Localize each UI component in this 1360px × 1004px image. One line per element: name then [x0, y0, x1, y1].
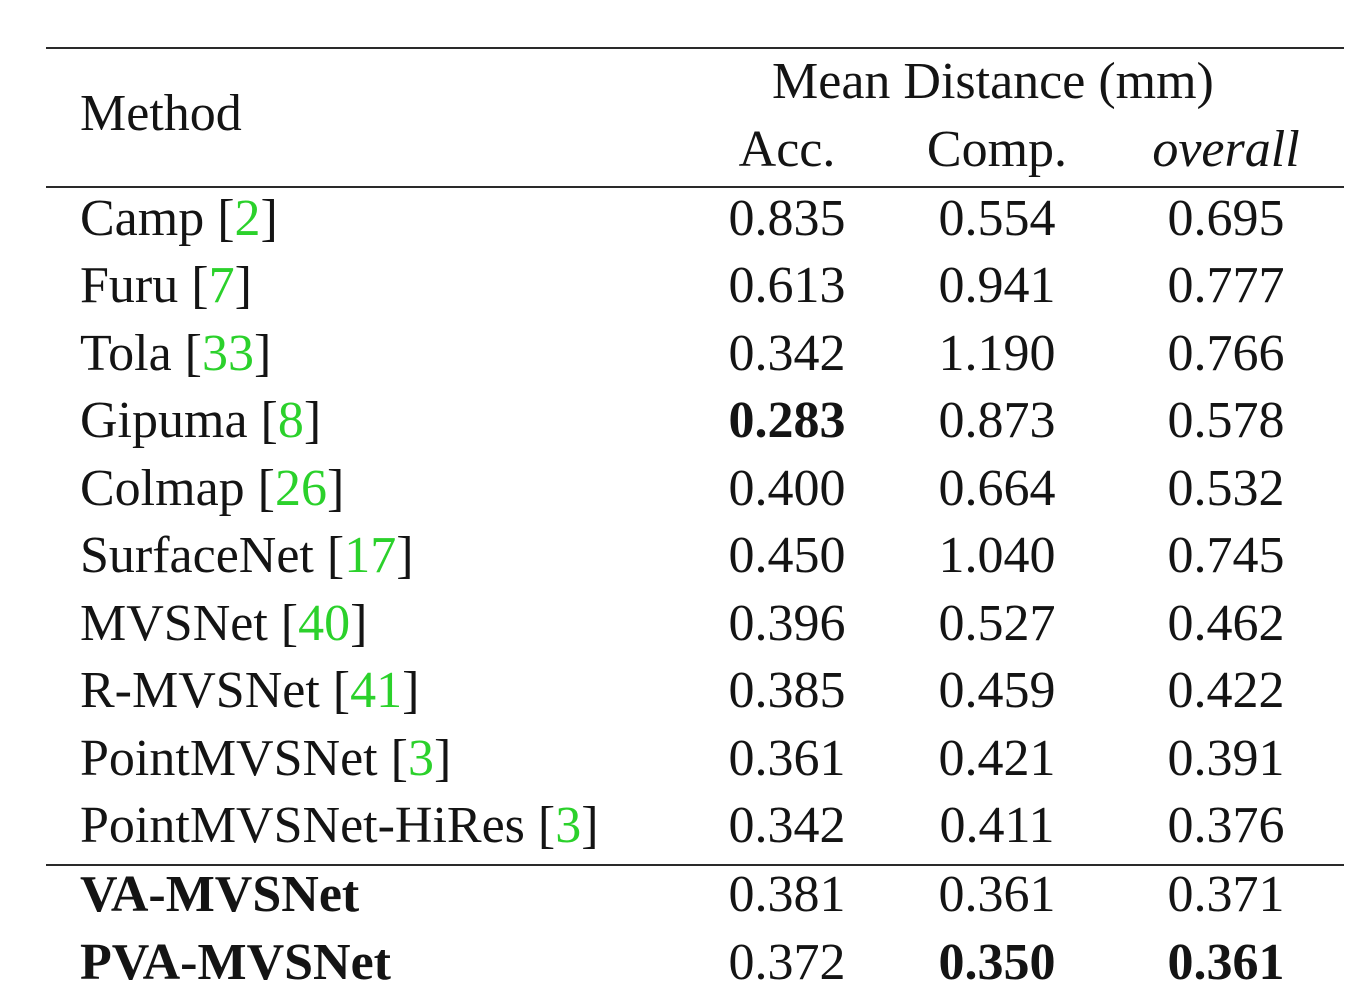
cell-comp: 0.459 [938, 662, 1056, 719]
cell-acc: 0.342 [728, 325, 846, 382]
row-method: PointMVSNet [3] [80, 730, 452, 787]
row-method: R-MVSNet [41] [80, 662, 420, 719]
citation-ref: 33 [202, 325, 254, 382]
row-method: MVSNet [40] [80, 595, 368, 652]
cell-comp-best: 0.350 [938, 934, 1056, 991]
row-method: Furu [7] [80, 257, 252, 314]
citation-ref: 40 [298, 595, 351, 652]
header-rule [46, 186, 1344, 188]
row-method-ours: PVA-MVSNet [80, 934, 391, 991]
cell-overall: 0.766 [1167, 325, 1285, 382]
cell-overall: 0.422 [1167, 662, 1285, 719]
cell-acc-best: 0.283 [728, 392, 846, 449]
cell-acc: 0.835 [728, 190, 846, 247]
cell-comp: 0.554 [938, 190, 1056, 247]
citation-ref: 3 [407, 730, 434, 787]
header-mean-distance: Mean Distance (mm) [772, 53, 1214, 110]
cell-overall: 0.391 [1167, 730, 1285, 787]
header-overall: overall [1152, 121, 1300, 178]
citation-ref: 3 [555, 797, 582, 854]
cell-acc: 0.396 [728, 595, 846, 652]
cell-comp: 0.421 [938, 730, 1056, 787]
citation-ref: 7 [208, 257, 235, 314]
cell-overall: 0.777 [1167, 257, 1285, 314]
citation-ref: 8 [277, 392, 304, 449]
top-rule [46, 47, 1344, 49]
cell-comp: 1.190 [938, 325, 1056, 382]
citation-ref: 26 [275, 460, 327, 517]
row-method: Gipuma [8] [80, 392, 322, 449]
cell-comp: 0.361 [938, 866, 1056, 923]
row-method: SurfaceNet [17] [80, 527, 414, 584]
row-method: Colmap [26] [80, 460, 345, 517]
row-method: PointMVSNet-HiRes [3] [80, 797, 599, 854]
cell-acc: 0.342 [728, 797, 846, 854]
cell-overall: 0.462 [1167, 595, 1285, 652]
cell-comp: 1.040 [938, 527, 1056, 584]
header-acc: Acc. [738, 121, 836, 178]
cell-acc: 0.613 [728, 257, 846, 314]
cell-acc: 0.372 [728, 934, 846, 991]
cell-comp: 0.941 [938, 257, 1056, 314]
cell-overall: 0.532 [1167, 460, 1285, 517]
cell-comp: 0.664 [938, 460, 1056, 517]
cell-acc: 0.381 [728, 866, 846, 923]
row-method: Tola [33] [80, 325, 272, 382]
cell-acc: 0.400 [728, 460, 846, 517]
cell-acc: 0.450 [728, 527, 846, 584]
cell-acc: 0.385 [728, 662, 846, 719]
cell-overall: 0.578 [1167, 392, 1285, 449]
cell-overall: 0.371 [1167, 866, 1285, 923]
cell-overall: 0.695 [1167, 190, 1285, 247]
citation-ref: 17 [344, 527, 397, 584]
citation-ref: 2 [234, 190, 261, 247]
cell-overall: 0.376 [1167, 797, 1285, 854]
row-method: Camp [2] [80, 190, 278, 247]
cell-overall-best: 0.361 [1167, 934, 1285, 991]
row-method-ours: VA-MVSNet [80, 866, 360, 923]
cell-comp: 0.873 [938, 392, 1056, 449]
header-method: Method [80, 85, 242, 142]
cell-acc: 0.361 [728, 730, 846, 787]
cell-overall: 0.745 [1167, 527, 1285, 584]
citation-ref: 41 [350, 662, 403, 719]
ours-rule [46, 864, 1344, 866]
cell-comp: 0.527 [938, 595, 1056, 652]
cell-comp: 0.411 [939, 797, 1055, 854]
header-comp: Comp. [926, 121, 1068, 178]
